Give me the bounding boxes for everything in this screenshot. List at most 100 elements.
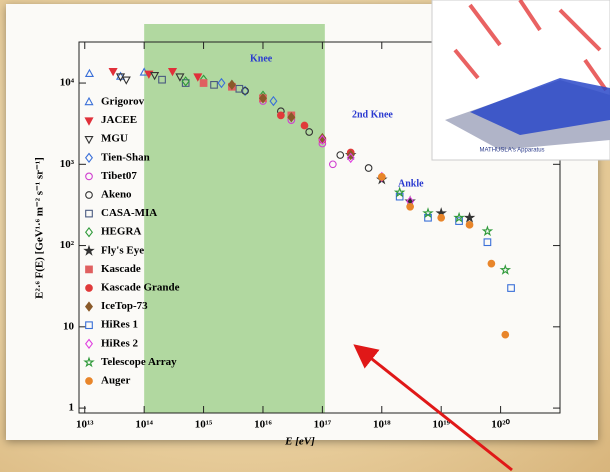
legend-marker	[85, 152, 93, 163]
legend-label: CASA-MIA	[101, 207, 157, 219]
data-point	[150, 71, 160, 81]
data-point	[108, 67, 118, 77]
legend-marker	[85, 191, 93, 199]
y-tick-label: 10⁴	[60, 77, 75, 89]
data-point	[455, 217, 463, 225]
data-point	[210, 81, 218, 89]
legend-label: HiRes 2	[101, 337, 138, 349]
legend-label: Telescope Array	[101, 356, 177, 368]
data-point	[287, 112, 296, 123]
data-point	[336, 151, 345, 159]
data-point	[269, 95, 278, 107]
data-point	[199, 79, 208, 87]
x-tick-label: 10²⁰	[491, 419, 510, 431]
data-point	[346, 152, 355, 164]
legend-marker	[84, 96, 94, 106]
x-tick-label: 10¹⁹	[432, 419, 450, 431]
x-tick-label: 10¹³	[76, 419, 94, 431]
y-tick-label: 10²	[60, 239, 75, 251]
legend-label: Fly's Eye	[101, 244, 144, 256]
data-point	[158, 75, 166, 84]
data-point	[328, 160, 337, 169]
inset-slab	[470, 78, 610, 135]
data-point	[318, 132, 327, 144]
data-point	[181, 76, 190, 87]
data-point	[258, 93, 267, 104]
data-point	[463, 211, 476, 223]
data-point	[483, 238, 492, 247]
x-tick-label: 10¹⁷	[314, 419, 332, 431]
inset-caption: MATHUSLA's Apparatus	[479, 148, 544, 154]
data-point	[406, 202, 414, 211]
inset: MATHUSLA's Apparatus	[431, 0, 610, 161]
legend-label: Grigorov	[101, 96, 145, 108]
y-axis-label: E²·⁶ F(E) [GeV¹·⁶ m⁻² s⁻¹ sr⁻¹]	[34, 157, 46, 299]
data-point	[346, 149, 355, 161]
legend-marker	[85, 321, 93, 330]
data-point	[305, 128, 314, 136]
x-tick-label: 10¹⁸	[373, 419, 391, 431]
data-point	[235, 84, 244, 93]
data-point	[121, 76, 131, 85]
data-point	[318, 134, 327, 146]
legend-label: Akeno	[101, 189, 132, 201]
legend-label: Kascade	[101, 263, 141, 275]
data-point	[84, 68, 95, 77]
legend-label: Tibet07	[101, 170, 137, 182]
plot-frame	[78, 41, 561, 414]
x-axis-label: E [eV]	[284, 436, 315, 448]
data-point	[422, 207, 434, 219]
legend-label: HiRes 1	[101, 319, 138, 331]
legend-marker	[85, 265, 93, 274]
legend-marker	[85, 301, 93, 312]
arrow	[353, 344, 513, 472]
y-tick-label: 10³	[60, 158, 75, 170]
data-point	[167, 67, 178, 77]
legend-marker	[85, 377, 93, 385]
data-point	[364, 164, 373, 172]
data-point	[241, 87, 249, 95]
data-point	[465, 220, 474, 229]
data-point	[393, 186, 406, 198]
legend-marker	[85, 209, 93, 218]
annotation: Knee	[250, 53, 273, 64]
legend-label: JACEE	[101, 114, 137, 126]
data-point	[487, 259, 496, 268]
legend-marker	[83, 244, 95, 256]
y-tick-label: 1	[69, 402, 75, 414]
data-point	[277, 111, 285, 120]
legend-label: HEGRA	[101, 226, 141, 238]
legend-marker	[85, 284, 93, 292]
data-point	[481, 225, 494, 237]
x-tick-label: 10¹⁴	[135, 419, 153, 431]
data-point	[437, 213, 446, 222]
data-point	[507, 284, 515, 292]
shaded-region	[144, 24, 325, 413]
data-point	[175, 73, 185, 82]
legend-marker	[83, 356, 95, 368]
x-tick-label: 10¹⁵	[195, 419, 213, 431]
legend-marker	[85, 338, 93, 349]
annotation: 2nd Knee	[352, 109, 393, 120]
legend-marker	[85, 172, 93, 181]
legend-marker	[84, 136, 94, 145]
inset-tracks	[453, 0, 608, 92]
data-point	[377, 173, 386, 181]
data-point	[227, 79, 236, 91]
legend-label: MGU	[101, 133, 128, 145]
annotation: Ankle	[398, 178, 424, 189]
data-point	[217, 77, 226, 89]
data-point	[499, 263, 512, 275]
legend-label: IceTop-73	[101, 300, 148, 312]
legend-label: Auger	[101, 375, 130, 387]
data-point	[501, 330, 510, 339]
legend-marker	[85, 227, 93, 238]
data-point	[453, 211, 465, 223]
data-point	[300, 121, 309, 130]
legend-marker	[84, 117, 94, 126]
legend-label: Tien-Shan	[101, 151, 150, 163]
data-point	[193, 73, 203, 82]
legend-label: Kascade Grande	[101, 282, 180, 294]
